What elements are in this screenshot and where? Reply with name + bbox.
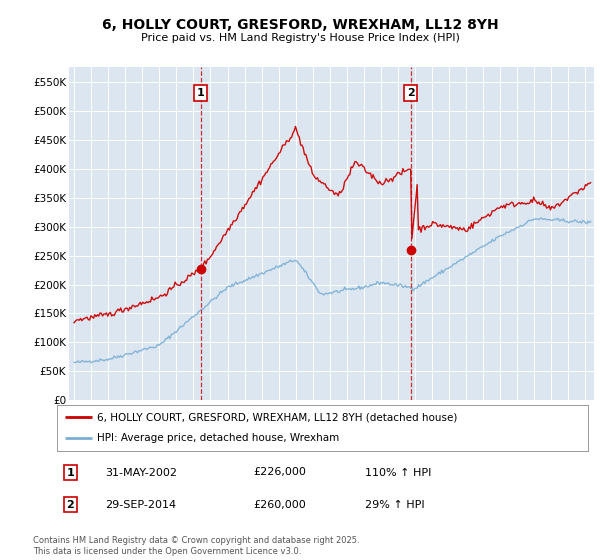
Text: 110% ↑ HPI: 110% ↑ HPI bbox=[365, 468, 431, 478]
Text: 2: 2 bbox=[407, 88, 415, 98]
Text: 29% ↑ HPI: 29% ↑ HPI bbox=[365, 500, 425, 510]
Text: Contains HM Land Registry data © Crown copyright and database right 2025.
This d: Contains HM Land Registry data © Crown c… bbox=[33, 536, 359, 556]
Text: 6, HOLLY COURT, GRESFORD, WREXHAM, LL12 8YH: 6, HOLLY COURT, GRESFORD, WREXHAM, LL12 … bbox=[101, 18, 499, 32]
Text: 6, HOLLY COURT, GRESFORD, WREXHAM, LL12 8YH (detached house): 6, HOLLY COURT, GRESFORD, WREXHAM, LL12 … bbox=[97, 412, 457, 422]
Text: 2: 2 bbox=[67, 500, 74, 510]
Text: 1: 1 bbox=[197, 88, 205, 98]
Text: 29-SEP-2014: 29-SEP-2014 bbox=[105, 500, 176, 510]
Text: 31-MAY-2002: 31-MAY-2002 bbox=[105, 468, 177, 478]
Text: £260,000: £260,000 bbox=[253, 500, 306, 510]
Text: Price paid vs. HM Land Registry's House Price Index (HPI): Price paid vs. HM Land Registry's House … bbox=[140, 32, 460, 43]
Text: 1: 1 bbox=[67, 468, 74, 478]
Text: £226,000: £226,000 bbox=[253, 468, 307, 478]
Text: HPI: Average price, detached house, Wrexham: HPI: Average price, detached house, Wrex… bbox=[97, 433, 339, 444]
